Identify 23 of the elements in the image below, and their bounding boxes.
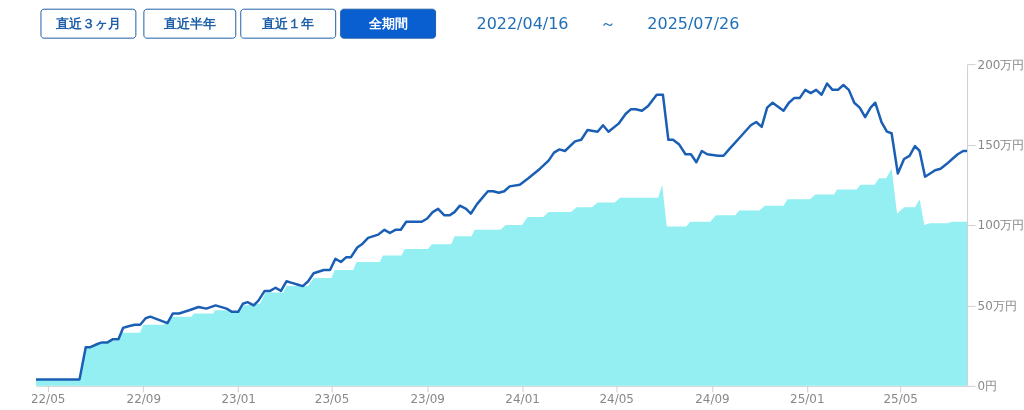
y-tick-label: 200万円 (977, 57, 1024, 72)
text: 全期間 (367, 15, 408, 31)
x-tick-label: 23/09 (410, 392, 445, 407)
x-tick-label: 22/09 (126, 392, 162, 407)
y-tick-label: 150万円 (977, 138, 1024, 153)
y-tick-label: 50万円 (977, 298, 1017, 313)
x-tick-label: 22/05 (30, 392, 66, 407)
x-tick-label: 23/01 (221, 392, 256, 407)
x-tick-label: 24/01 (505, 392, 540, 407)
x-tick-label: 23/05 (314, 392, 350, 407)
x-tick-label: 24/09 (695, 392, 730, 407)
text: ～ (600, 13, 617, 33)
x-tick-label: 24/05 (599, 392, 634, 407)
line-series (34, 82, 969, 381)
x-tick-label: 25/05 (883, 392, 918, 407)
text: 直近１年 (261, 15, 315, 31)
text: 2022/04/16 (476, 13, 569, 33)
y-tick-label: 100万円 (977, 218, 1024, 233)
text: 直近半年 (162, 15, 216, 31)
text: 直近３ヶ月 (54, 15, 121, 31)
y-tick-label: 0円 (977, 379, 998, 394)
text: 2025/07/26 (647, 13, 740, 33)
x-tick-label: 25/01 (790, 392, 825, 407)
